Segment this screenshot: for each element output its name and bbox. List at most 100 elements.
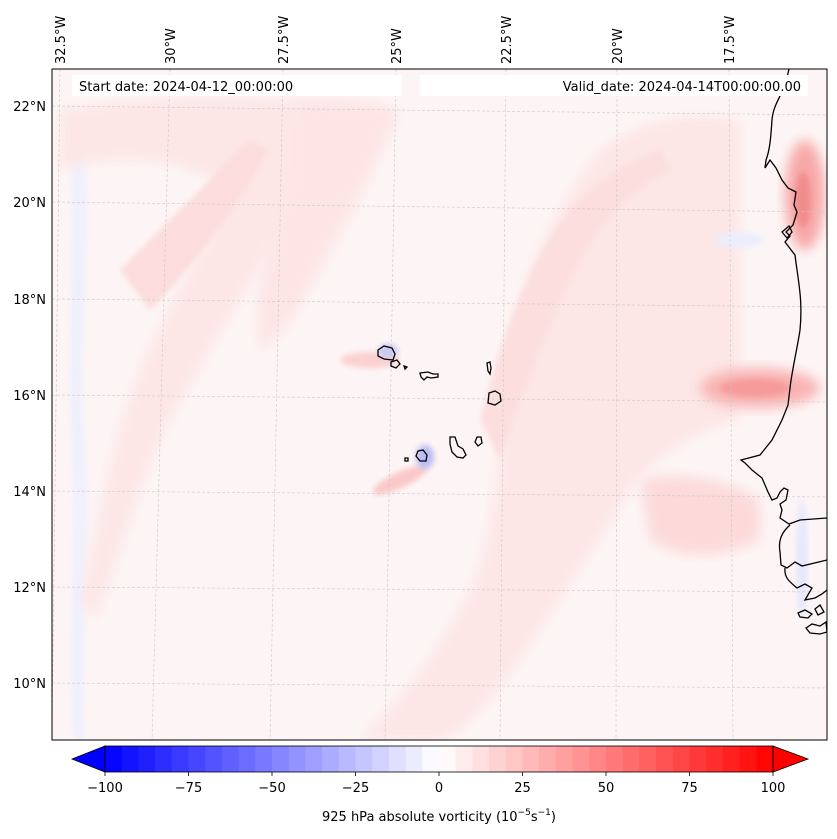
island-sao-nicolau bbox=[419, 371, 439, 381]
meridian-gridline bbox=[728, 69, 734, 740]
positive-band-west bbox=[60, 98, 310, 621]
colorbar-swatch bbox=[639, 746, 657, 772]
colorbar-swatch bbox=[405, 746, 423, 772]
colorbar-swatch bbox=[188, 746, 206, 772]
colorbar: −100 −75 −50 −25 0 25 50 75 100 925 hPa absolute… bbox=[70, 745, 810, 825]
valid-date-box bbox=[420, 75, 808, 96]
longitude-tick-label: 20°W bbox=[611, 28, 626, 64]
colorbar-swatch bbox=[689, 746, 707, 772]
latitude-tick-label: 14°N bbox=[13, 485, 46, 500]
latitude-tick-label: 10°N bbox=[13, 677, 46, 692]
negative-spot-fogo bbox=[416, 445, 434, 469]
negative-strip-coast-12n bbox=[796, 500, 808, 620]
coastline-africa-south bbox=[778, 524, 827, 601]
start-date-annotation: Start date: 2024-04-12_00:00:00 bbox=[72, 75, 402, 96]
coastlines bbox=[377, 69, 827, 635]
parallel-gridline bbox=[52, 682, 827, 689]
latitude-tick-label: 12°N bbox=[13, 581, 46, 596]
longitude-tick-label: 17.5°W bbox=[723, 16, 738, 64]
parallel-gridline bbox=[52, 298, 827, 308]
longitude-tick-label: 22.5°W bbox=[500, 16, 515, 64]
colorbar-swatch bbox=[272, 746, 290, 772]
positive-band-north bbox=[257, 98, 400, 350]
colorbar-swatch bbox=[288, 746, 306, 772]
latitude-tick-label: 18°N bbox=[13, 293, 46, 308]
colorbar-swatch bbox=[606, 746, 624, 772]
colorbar-swatch bbox=[205, 746, 223, 772]
meridian-gridline bbox=[615, 69, 618, 740]
positive-band-central bbox=[360, 116, 740, 740]
colorbar-swatch bbox=[572, 746, 590, 772]
meridian-gridline bbox=[151, 69, 171, 740]
negative-spot-santo-antao bbox=[378, 344, 398, 358]
colorbar-swatch bbox=[322, 746, 340, 772]
colorbar-swatch bbox=[539, 746, 557, 772]
colorbar-swatch bbox=[622, 746, 640, 772]
colorbar-swatch bbox=[505, 746, 523, 772]
colorbar-swatch bbox=[422, 746, 440, 772]
colorbar-tick-label: −75 bbox=[175, 781, 202, 796]
positive-spot-fogo bbox=[372, 465, 428, 495]
colorbar-swatch bbox=[372, 746, 390, 772]
island-santiago bbox=[449, 436, 467, 459]
valid-date-text: Valid_date: 2024-04-14T00:00:00.00 bbox=[563, 80, 801, 95]
colorbar-swatch bbox=[305, 746, 323, 772]
colorbar-swatch bbox=[672, 746, 690, 772]
longitude-tick-labels: 32.5°W 30°W 27.5°W 25°W 22.5°W 20°W 17.5°W bbox=[54, 16, 738, 64]
colorbar-swatch bbox=[455, 746, 473, 772]
vorticity-field bbox=[60, 98, 825, 740]
colorbar-swatch bbox=[722, 746, 741, 772]
colorbar-extend-high-arrow bbox=[772, 745, 810, 773]
colorbar-swatch bbox=[355, 746, 373, 772]
colorbar-swatches bbox=[105, 746, 774, 772]
colorbar-tick-label: −50 bbox=[258, 781, 285, 796]
colorbar-swatch bbox=[589, 746, 607, 772]
island-brava bbox=[404, 457, 409, 462]
island-santo-antao bbox=[377, 345, 396, 361]
positive-band-arc bbox=[480, 150, 670, 460]
colorbar-tick-label: 50 bbox=[598, 781, 615, 796]
colorbar-label-main: 925 hPa absolute vorticity (10 bbox=[322, 810, 518, 825]
colorbar-swatch bbox=[338, 746, 356, 772]
colorbar-swatch bbox=[656, 746, 674, 772]
colorbar-swatch bbox=[138, 746, 156, 772]
island-santa-luzia bbox=[402, 364, 409, 371]
latitude-tick-label: 22°N bbox=[13, 100, 46, 115]
island-maio bbox=[474, 436, 483, 447]
longitude-tick-label: 30°W bbox=[164, 28, 179, 64]
latitude-tick-labels: 22°N 20°N 18°N 16°N 14°N 12°N 10°N bbox=[13, 100, 46, 692]
colorbar-swatch bbox=[171, 746, 189, 772]
start-date-text: Start date: 2024-04-12_00:00:00 bbox=[79, 80, 293, 95]
colorbar-swatch bbox=[756, 746, 774, 772]
colorbar-swatch bbox=[706, 746, 724, 772]
colorbar-swatch bbox=[121, 746, 139, 772]
colorbar-swatch bbox=[388, 746, 407, 772]
colorbar-tick-label: −100 bbox=[87, 781, 123, 796]
longitude-tick-label: 25°W bbox=[390, 28, 405, 64]
colorbar-tick-label: 0 bbox=[435, 781, 443, 796]
parallel-gridline bbox=[52, 490, 827, 498]
colorbar-swatch bbox=[221, 746, 240, 772]
colorbar-swatch bbox=[739, 746, 757, 772]
colorbar-extend-low-arrow bbox=[70, 745, 106, 773]
positive-patch-14n bbox=[640, 476, 760, 555]
colorbar-label-exp1: −5 bbox=[518, 808, 531, 818]
colorbar-label-mid: s bbox=[531, 810, 538, 825]
longitude-tick-label: 32.5°W bbox=[54, 16, 69, 64]
colorbar-tick-label: 75 bbox=[681, 781, 698, 796]
parallel-gridline bbox=[52, 586, 827, 593]
colorbar-ticks: −100 −75 −50 −25 0 25 50 75 100 bbox=[87, 772, 785, 796]
colorbar-label: 925 hPa absolute vorticity (10−5s−1) bbox=[322, 808, 556, 825]
latitude-tick-label: 20°N bbox=[13, 196, 46, 211]
meridian-gridline bbox=[52, 69, 61, 740]
gridlines bbox=[52, 69, 827, 740]
valid-date-annotation: Valid_date: 2024-04-14T00:00:00.00 bbox=[420, 75, 808, 96]
island-sal bbox=[486, 361, 492, 376]
parallel-gridline bbox=[52, 394, 827, 403]
colorbar-label-exp2: −1 bbox=[538, 808, 551, 818]
longitude-tick-label: 27.5°W bbox=[277, 16, 292, 64]
colorbar-swatch bbox=[489, 746, 507, 772]
colorbar-swatch bbox=[555, 746, 574, 772]
latitude-tick-label: 16°N bbox=[13, 389, 46, 404]
